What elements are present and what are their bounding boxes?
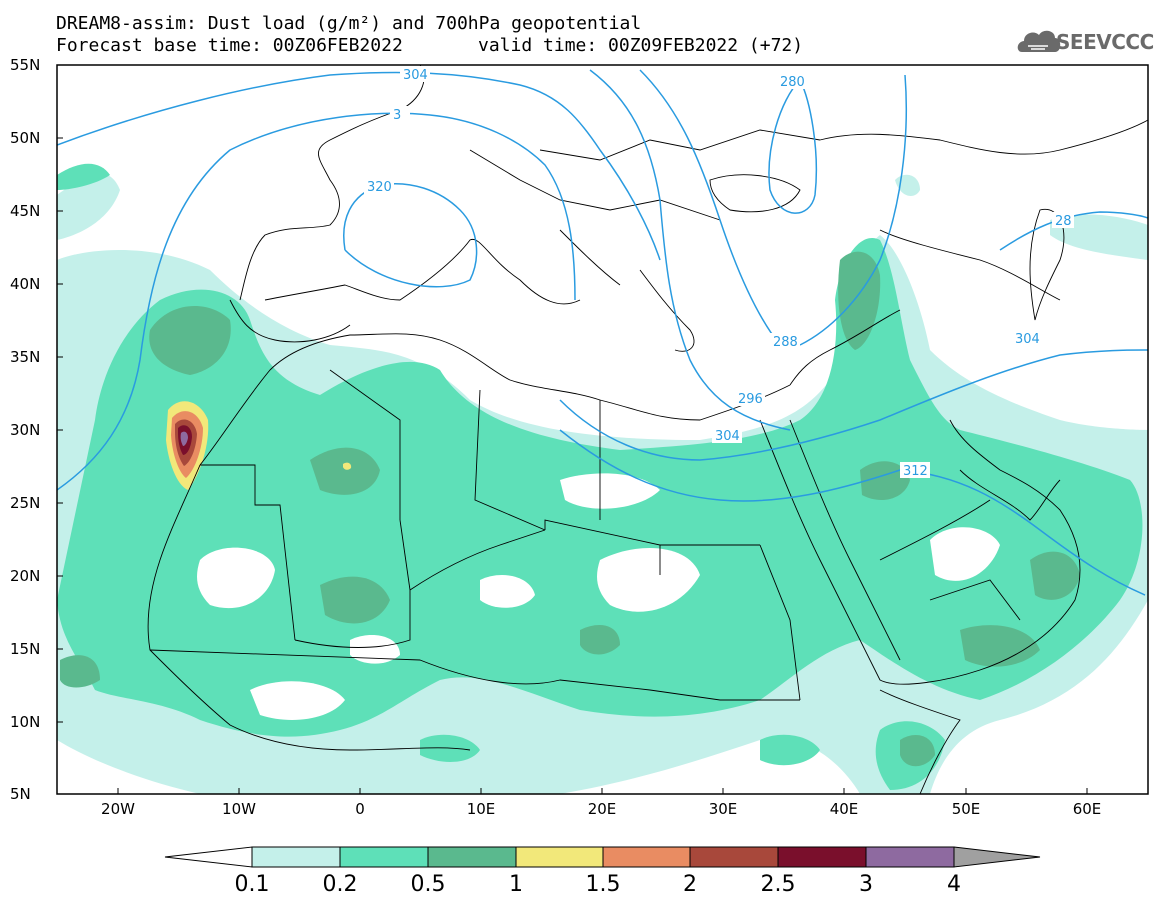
y-tick-label: 10N xyxy=(10,713,41,731)
chart-title: DREAM8-assim: Dust load (g/m²) and 700hP… xyxy=(56,13,642,34)
colorbar-bin xyxy=(339,846,429,868)
y-tick-label: 30N xyxy=(10,421,41,439)
y-tick-label: 15N xyxy=(10,640,41,658)
y-tick-label: 50N xyxy=(10,129,41,147)
geopotential-contours xyxy=(57,69,1148,596)
logo: SEEVCCC xyxy=(1056,30,1154,54)
colorbar-label: 1.5 xyxy=(585,872,621,897)
y-tick-label: 5N xyxy=(10,785,31,803)
contour-label: 3 xyxy=(393,108,401,123)
colorbar-label: 0.1 xyxy=(234,872,270,897)
contour-label: 288 xyxy=(773,335,798,350)
x-tick-label: 20W xyxy=(101,800,135,818)
y-tick-label: 20N xyxy=(10,567,41,585)
contour-label: 280 xyxy=(780,75,805,90)
x-tick-label: 30E xyxy=(708,800,738,818)
y-tick-label: 40N xyxy=(10,275,41,293)
colorbar-bin xyxy=(865,846,955,868)
y-tick-label: 55N xyxy=(10,56,41,74)
colorbar-bin xyxy=(515,846,604,868)
y-tick-label: 25N xyxy=(10,494,41,512)
colorbar-bin xyxy=(251,846,341,868)
colorbar-label: 0.5 xyxy=(410,872,446,897)
colorbar-label: 4 xyxy=(947,872,961,897)
colorbar-label: 2.5 xyxy=(760,872,796,897)
x-tick-label: 50E xyxy=(951,800,981,818)
axis-ticks xyxy=(57,64,1088,794)
contour-labels: 304 3 320 280 288 296 304 304 312 28 xyxy=(364,66,1074,479)
colorbar-bin xyxy=(777,846,867,868)
colorbar-bin xyxy=(689,846,779,868)
x-tick-label: 0 xyxy=(355,800,365,818)
x-tick-label: 10W xyxy=(222,800,256,818)
contour-label: 304 xyxy=(403,68,428,83)
contour-label: 304 xyxy=(1015,332,1040,347)
colorbar-label: 1 xyxy=(509,872,523,897)
colorbar-label: 0.2 xyxy=(322,872,358,897)
y-tick-label: 35N xyxy=(10,348,41,366)
x-tick-label: 60E xyxy=(1072,800,1102,818)
contour-label: 304 xyxy=(715,429,740,444)
x-tick-label: 20E xyxy=(587,800,617,818)
x-tick-label: 10E xyxy=(466,800,496,818)
forecast-base-time: Forecast base time: 00Z06FEB2022 xyxy=(56,35,403,56)
contour-label: 28 xyxy=(1055,214,1072,229)
valid-time: valid time: 00Z09FEB2022 (+72) xyxy=(478,35,804,56)
logo-cloud-icon xyxy=(1017,30,1061,52)
contour-label: 296 xyxy=(738,392,763,407)
contour-label: 320 xyxy=(367,180,392,195)
coastlines xyxy=(147,65,1148,794)
colorbar xyxy=(164,846,1041,868)
x-tick-label: 40E xyxy=(829,800,859,818)
colorbar-label: 3 xyxy=(859,872,873,897)
y-tick-label: 45N xyxy=(10,202,41,220)
contour-label: 312 xyxy=(903,464,928,479)
colorbar-label: 2 xyxy=(683,872,697,897)
colorbar-bin xyxy=(602,846,691,868)
colorbar-bin xyxy=(427,846,517,868)
